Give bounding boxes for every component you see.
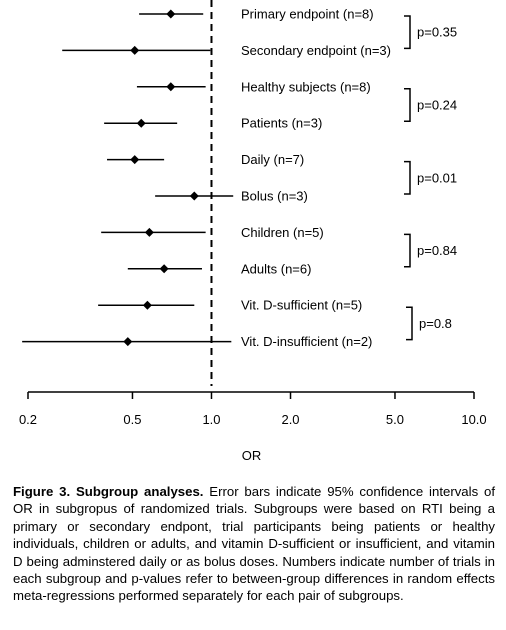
row-label: Vit. D-insufficient (n=2) <box>241 334 372 349</box>
x-tick-label: 0.5 <box>123 412 141 427</box>
x-axis-label: OR <box>242 448 262 463</box>
p-value-label: p=0.35 <box>417 25 457 40</box>
pair-brackets: p=0.35 p=0.24 p=0.01 p=0.84 p=0.8 <box>404 15 457 341</box>
row-label: Children (n=5) <box>241 225 324 240</box>
or-point-marker <box>189 191 199 201</box>
caption-lead: Figure 3. Subgroup analyses. <box>13 484 204 499</box>
x-tick-label: 0.2 <box>19 412 37 427</box>
pair-bracket <box>404 160 411 195</box>
row-label: Adults (n=6) <box>241 261 311 276</box>
subgroup-rows: Primary endpoint (n=8) Secondary endpoint… <box>22 7 391 349</box>
row-label: Primary endpoint (n=8) <box>241 7 374 22</box>
or-point-marker <box>130 155 140 165</box>
pair-bracket <box>404 15 411 50</box>
or-point-marker <box>123 337 133 347</box>
p-value-label: p=0.24 <box>417 98 457 113</box>
row-label: Patients (n=3) <box>241 116 322 131</box>
or-point-marker <box>166 82 176 92</box>
row-label: Daily (n=7) <box>241 152 304 167</box>
pair-bracket <box>406 306 413 341</box>
or-point-marker <box>142 300 152 310</box>
pair-bracket <box>404 233 411 268</box>
row-label: Healthy subjects (n=8) <box>241 79 371 94</box>
forest-plot: Primary endpoint (n=8) Secondary endpoint… <box>19 0 487 463</box>
p-value-label: p=0.84 <box>417 243 457 258</box>
x-tick-label: 5.0 <box>386 412 404 427</box>
p-value-label: p=0.8 <box>419 316 452 331</box>
or-point-marker <box>130 45 140 55</box>
row-label: Bolus (n=3) <box>241 189 308 204</box>
p-value-label: p=0.01 <box>417 170 457 185</box>
or-point-marker <box>136 118 146 128</box>
or-point-marker <box>166 9 176 19</box>
caption-body: Error bars indicate 95% confidence inter… <box>13 484 495 604</box>
row-label: Vit. D-sufficient (n=5) <box>241 298 362 313</box>
x-tick-label: 2.0 <box>281 412 299 427</box>
row-label: Secondary endpoint (n=3) <box>241 43 391 58</box>
x-tick-label: 1.0 <box>202 412 220 427</box>
x-axis: 0.2 0.5 1.0 2.0 5.0 10.0 <box>19 391 487 427</box>
pair-bracket <box>404 88 411 122</box>
x-tick-label: 10.0 <box>461 412 486 427</box>
or-point-marker <box>144 227 154 237</box>
or-point-marker <box>159 264 169 274</box>
figure-caption: Figure 3. Subgroup analyses. Error bars … <box>13 483 495 605</box>
